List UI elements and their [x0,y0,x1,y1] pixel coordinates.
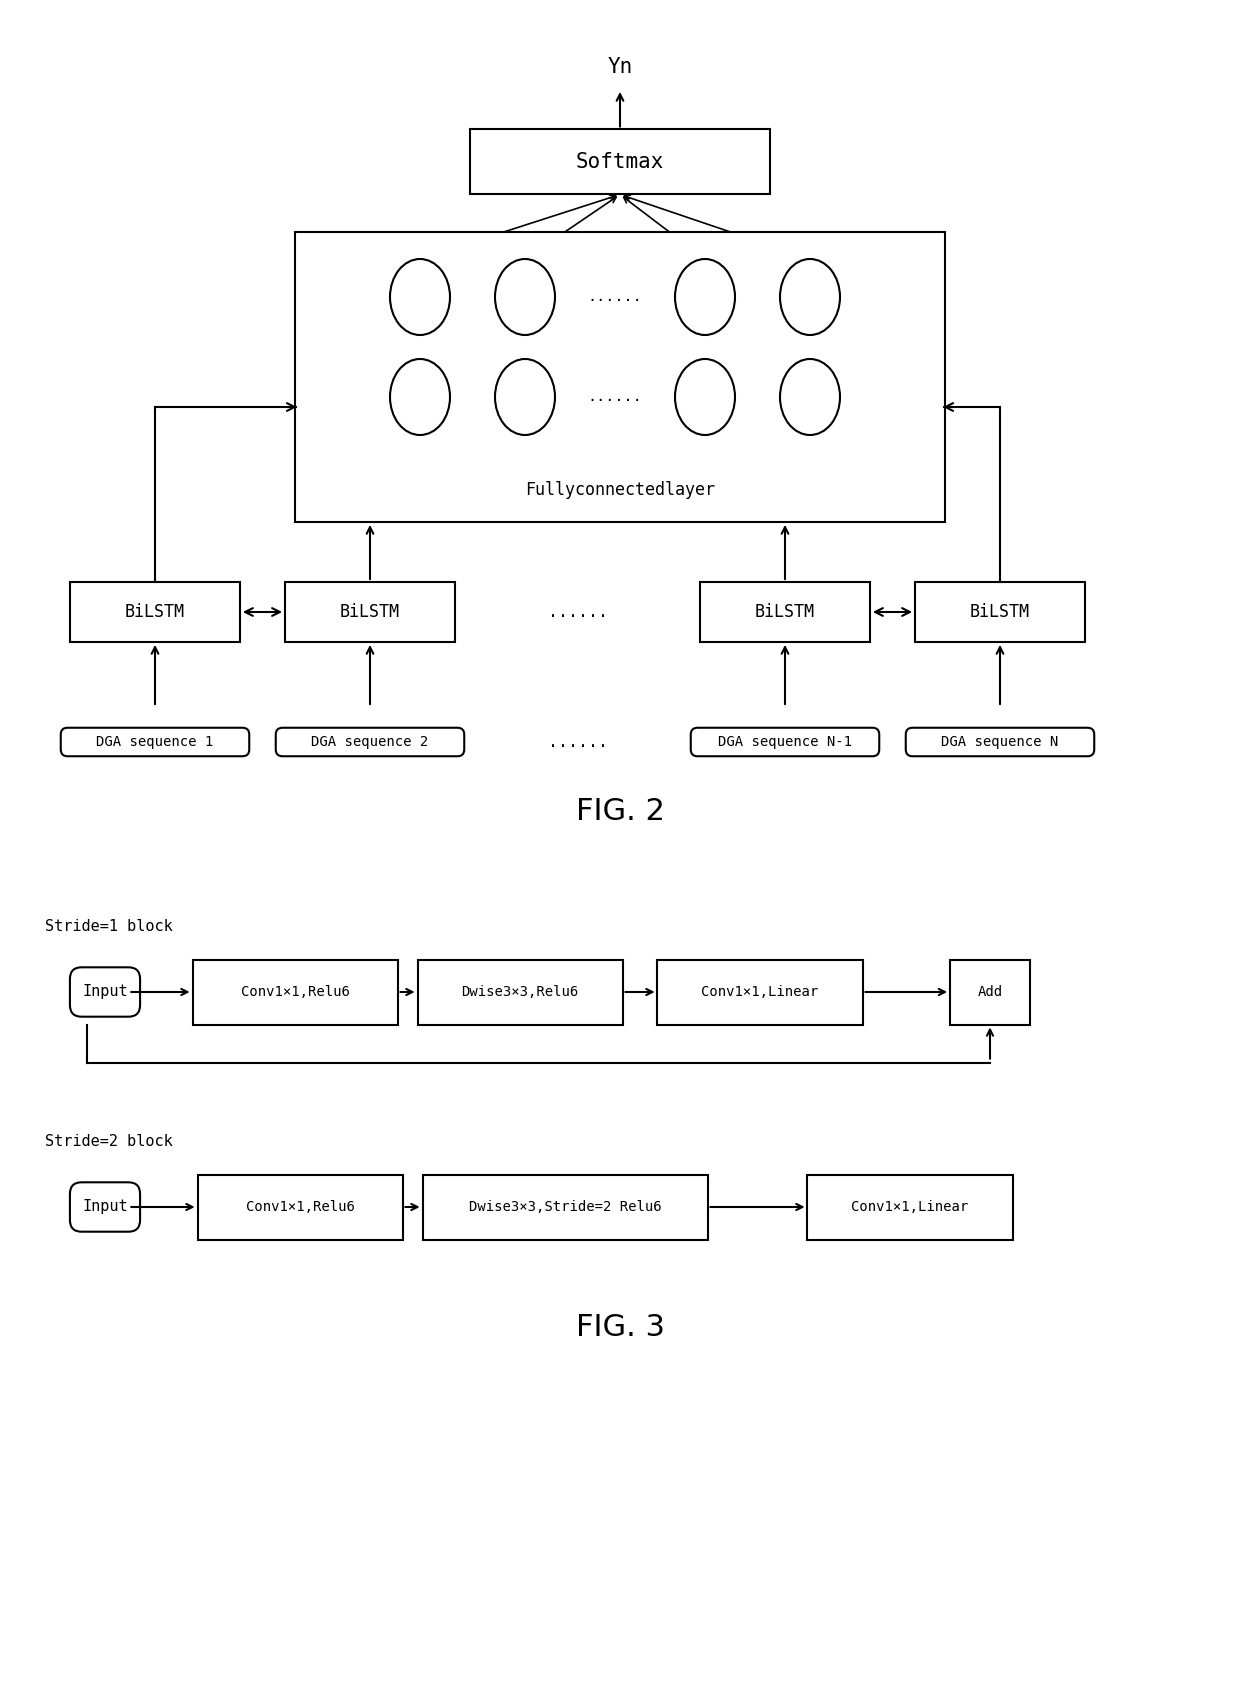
Bar [950,959,1030,1025]
FancyBboxPatch shape [691,728,879,757]
Text: BiLSTM: BiLSTM [970,602,1030,621]
Ellipse shape [675,260,735,334]
Bar [418,959,622,1025]
Text: Stride=2 block: Stride=2 block [45,1135,172,1149]
FancyBboxPatch shape [275,728,464,757]
Text: Conv1×1,Relu6: Conv1×1,Relu6 [241,984,350,1000]
Text: DGA sequence 1: DGA sequence 1 [97,735,213,748]
Text: Input: Input [82,1200,128,1215]
Bar [701,582,870,641]
Text: BiLSTM: BiLSTM [755,602,815,621]
Text: Input: Input [82,984,128,1000]
Bar [295,232,945,523]
Ellipse shape [675,360,735,434]
Text: Conv1×1,Linear: Conv1×1,Linear [702,984,818,1000]
Text: Dwise3×3,Stride=2 Relu6: Dwise3×3,Stride=2 Relu6 [469,1200,661,1213]
Bar [915,582,1085,641]
Bar [197,1174,403,1239]
Text: Conv1×1,Linear: Conv1×1,Linear [852,1200,968,1213]
FancyBboxPatch shape [61,728,249,757]
Ellipse shape [391,360,450,434]
Bar [657,959,863,1025]
Bar [807,1174,1013,1239]
Text: DGA sequence 2: DGA sequence 2 [311,735,429,748]
Text: Stride=1 block: Stride=1 block [45,920,172,935]
Text: ......: ...... [588,390,642,404]
Text: Fullyconnectedlayer: Fullyconnectedlayer [525,480,715,499]
Text: DGA sequence N-1: DGA sequence N-1 [718,735,852,748]
Ellipse shape [495,360,556,434]
FancyBboxPatch shape [69,967,140,1017]
Text: FIG. 3: FIG. 3 [575,1312,665,1342]
Bar [470,129,770,195]
Bar [423,1174,708,1239]
Text: BiLSTM: BiLSTM [340,602,401,621]
Bar [285,582,455,641]
Bar [192,959,398,1025]
Text: ......: ...... [548,602,608,621]
Text: Add: Add [977,984,1003,1000]
Text: Yn: Yn [608,58,632,76]
Ellipse shape [495,260,556,334]
Text: Conv1×1,Relu6: Conv1×1,Relu6 [246,1200,355,1213]
Text: Dwise3×3,Relu6: Dwise3×3,Relu6 [461,984,579,1000]
Bar [69,582,241,641]
Text: ......: ...... [588,290,642,304]
Ellipse shape [780,360,839,434]
FancyBboxPatch shape [905,728,1094,757]
Text: FIG. 2: FIG. 2 [575,798,665,826]
Ellipse shape [780,260,839,334]
Text: DGA sequence N: DGA sequence N [941,735,1059,748]
Text: ......: ...... [548,733,608,752]
Ellipse shape [391,260,450,334]
Text: Softmax: Softmax [575,153,665,171]
FancyBboxPatch shape [69,1183,140,1232]
Text: BiLSTM: BiLSTM [125,602,185,621]
